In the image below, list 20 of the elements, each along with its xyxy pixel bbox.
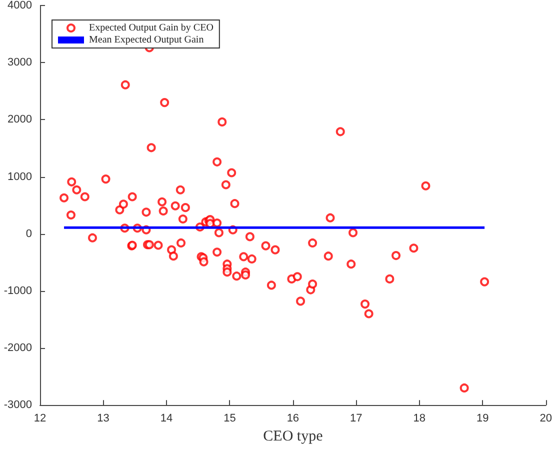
x-axis-title: CEO type <box>263 428 324 444</box>
x-tick-label: 14 <box>160 412 173 425</box>
x-tick-label: 13 <box>97 412 110 425</box>
y-tick-label: -2000 <box>4 342 32 354</box>
y-tick-label: 0 <box>26 228 32 240</box>
y-tick-label: 3000 <box>8 56 32 69</box>
x-tick-label: 19 <box>476 412 489 425</box>
x-tick-label: 18 <box>413 412 426 425</box>
legend-label: Expected Output Gain by CEO <box>89 22 214 34</box>
y-tick-label: 2000 <box>8 114 32 126</box>
x-tick-label: 20 <box>540 412 552 425</box>
y-tick-label: -1000 <box>4 284 32 297</box>
x-tick-label: 15 <box>224 412 236 425</box>
x-tick-label: 17 <box>350 412 362 425</box>
x-tick-label: 12 <box>34 412 46 425</box>
y-tick-label: 1000 <box>8 170 32 183</box>
y-tick-label: -3000 <box>4 399 32 412</box>
legend-label: Mean Expected Output Gain <box>89 34 204 46</box>
x-tick-label: 16 <box>286 412 300 425</box>
y-tick-label: 4000 <box>8 0 32 12</box>
